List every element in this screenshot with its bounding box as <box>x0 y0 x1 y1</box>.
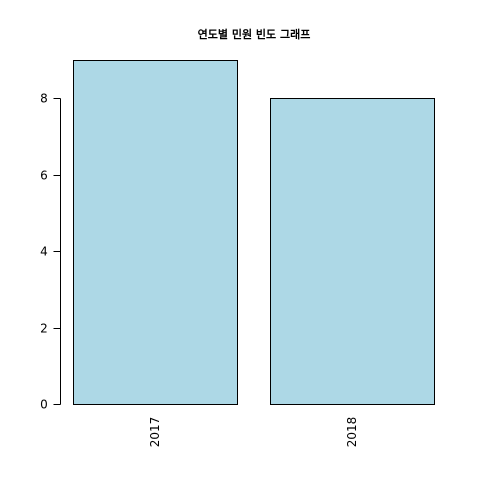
x-axis-labels: 2017 2018 <box>148 417 359 448</box>
y-axis: 0 2 4 6 8 <box>40 92 61 412</box>
y-tick-label: 6 <box>40 169 48 183</box>
y-tick-label: 0 <box>40 398 48 412</box>
bar-2017 <box>73 60 238 405</box>
x-tick-label: 2017 <box>148 417 162 448</box>
x-tick-label: 2018 <box>345 417 359 448</box>
chart-title: 연도별 민원 빈도 그래프 <box>198 27 311 41</box>
bar-2018 <box>270 98 435 405</box>
y-tick-label: 8 <box>40 92 48 106</box>
y-tick-label: 2 <box>40 322 48 336</box>
y-tick-label: 4 <box>40 245 48 259</box>
bar-group <box>73 60 435 405</box>
